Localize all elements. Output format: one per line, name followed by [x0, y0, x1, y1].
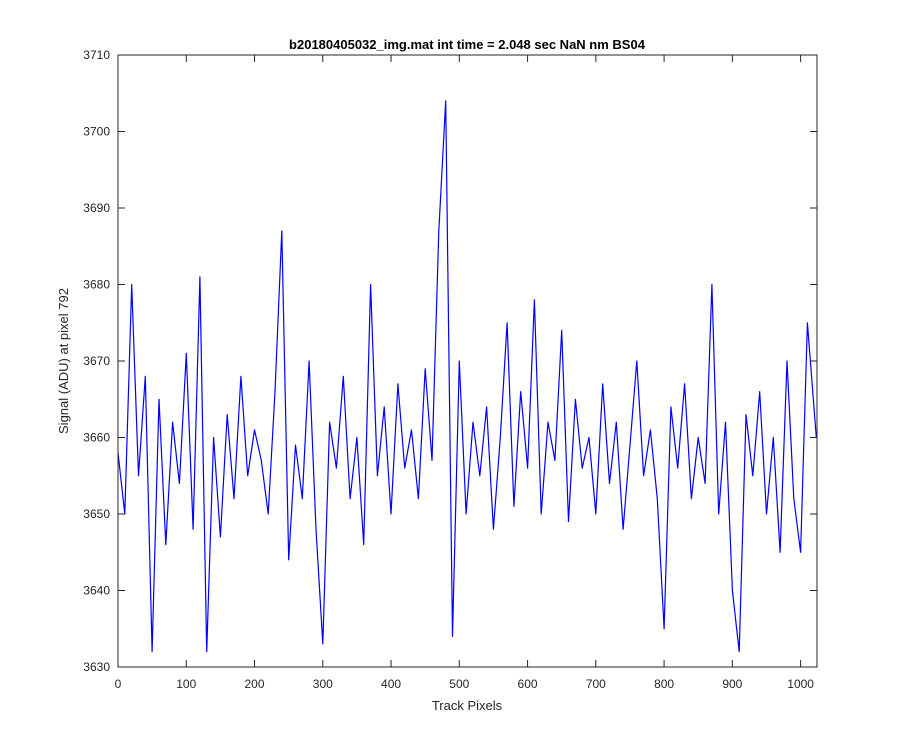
x-tick-label: 900: [722, 677, 742, 691]
y-tick-label: 3630: [83, 660, 110, 674]
chart-title: b20180405032_img.mat int time = 2.048 se…: [289, 37, 646, 52]
y-tick-label: 3660: [83, 431, 110, 445]
x-tick-label: 800: [654, 677, 674, 691]
x-tick-label: 100: [176, 677, 196, 691]
series-layer: [117, 100, 817, 653]
x-axis: 0 100 200 300 400 500 600 700 800 900 1000: [115, 55, 814, 691]
plot-area: [118, 55, 817, 667]
y-axis: 3630 3640 3650 3660 3670 3680 3690 3700 3710: [83, 48, 817, 674]
x-tick-label: 500: [449, 677, 469, 691]
y-tick-label: 3710: [83, 48, 110, 62]
x-tick-label: 1000: [787, 677, 814, 691]
y-tick-label: 3670: [83, 354, 110, 368]
y-tick-label: 3640: [83, 584, 110, 598]
series-line-0: [117, 100, 817, 653]
y-tick-label: 3680: [83, 278, 110, 292]
x-tick-label: 200: [245, 677, 265, 691]
x-tick-label: 0: [115, 677, 122, 691]
x-axis-label: Track Pixels: [432, 698, 503, 713]
y-tick-label: 3650: [83, 507, 110, 521]
y-tick-label: 3690: [83, 201, 110, 215]
y-axis-label: Signal (ADU) at pixel 792: [56, 288, 71, 434]
x-tick-label: 600: [518, 677, 538, 691]
x-tick-label: 400: [381, 677, 401, 691]
x-tick-label: 700: [586, 677, 606, 691]
y-tick-label: 3700: [83, 125, 110, 139]
x-tick-label: 300: [313, 677, 333, 691]
